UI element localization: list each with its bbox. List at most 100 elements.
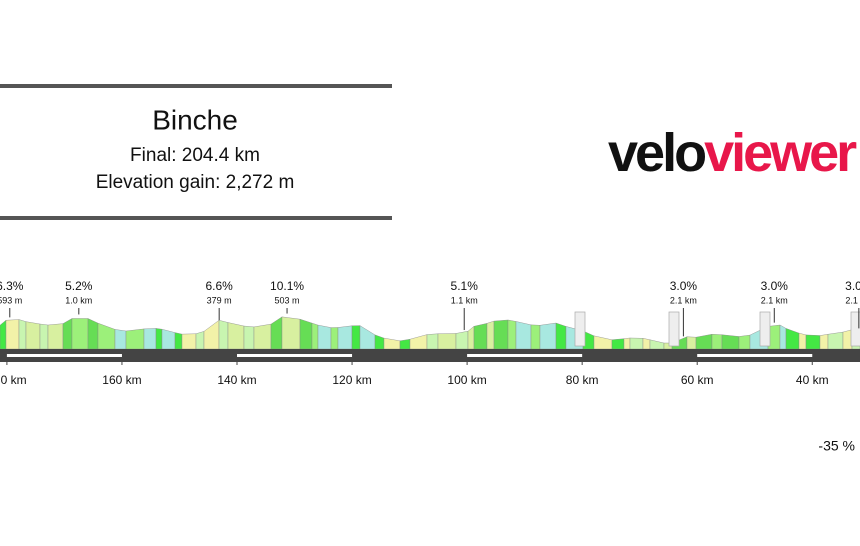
logo-part: velo — [608, 123, 705, 183]
profile-segment — [819, 334, 829, 350]
profile-segment — [227, 322, 245, 350]
profile-segment — [25, 321, 41, 350]
rule — [0, 216, 392, 220]
logo: veloviewer — [608, 123, 857, 183]
profile-segment — [530, 324, 541, 350]
climb-length: 2.1 km — [761, 295, 788, 305]
distance-band — [467, 354, 583, 357]
x-tick-label: 100 km — [447, 373, 486, 387]
x-tick-label: 160 km — [102, 373, 141, 387]
profile-segment — [243, 325, 255, 350]
profile-segment — [195, 331, 205, 350]
profile-segment — [629, 337, 644, 350]
profile-segment — [87, 318, 99, 350]
climb-length: 379 m — [207, 295, 232, 305]
climb-gradient: 3.0% — [845, 279, 860, 293]
profile-segment — [805, 334, 821, 350]
profile-segment — [555, 322, 567, 350]
climb-length: 2.1 km — [845, 295, 860, 305]
profile-segment — [642, 338, 651, 350]
profile — [0, 316, 860, 350]
profile-segment — [299, 318, 313, 350]
profile-segment — [611, 338, 625, 350]
profile-segment — [317, 324, 332, 350]
profile-segment — [383, 337, 401, 350]
x-tick-label: 180 km — [0, 373, 27, 387]
climb-gradient: 5.2% — [65, 279, 93, 293]
profile-segment — [686, 336, 697, 350]
profile-segment — [125, 328, 145, 350]
profile-segment — [779, 324, 787, 350]
climb-gradient: 3.0% — [670, 279, 698, 293]
profile-segment — [0, 319, 7, 350]
profile-segment — [738, 334, 751, 350]
profile-segment — [337, 325, 353, 350]
profile-segment — [593, 335, 613, 350]
profile-segment — [143, 328, 157, 350]
note: -35 % — [818, 438, 855, 454]
profile-segment — [155, 328, 163, 350]
profile-segment — [39, 323, 49, 350]
profile-segment — [798, 332, 807, 350]
climb-length: 1.0 km — [65, 295, 92, 305]
profile-segment — [507, 319, 517, 350]
sprint-marker — [850, 311, 860, 347]
profile-segment — [473, 323, 488, 350]
climb-length: 2.1 km — [670, 295, 697, 305]
profile-segment — [711, 334, 723, 350]
logo-part: viewer — [704, 123, 857, 183]
title: Binche — [152, 104, 238, 135]
sprint-marker — [668, 311, 680, 347]
climb-gradient: 5.1% — [451, 279, 479, 293]
profile-segment — [827, 331, 844, 350]
climb-length: 1.1 km — [451, 295, 478, 305]
profile-segment — [695, 333, 713, 350]
profile-segment — [467, 325, 475, 350]
climb-gradient: 10.1% — [270, 279, 304, 293]
profile-segment — [785, 328, 800, 350]
profile-segment — [515, 321, 532, 350]
profile-segment — [174, 332, 183, 350]
sprint-marker — [574, 311, 586, 347]
profile-segment — [161, 328, 176, 350]
profile-segment — [18, 319, 27, 350]
profile-segment — [62, 318, 73, 350]
profile-segment — [181, 333, 197, 350]
axis: 180 km 160 km 140 km 120 km 100 km 80 km 60 km… — [0, 354, 829, 387]
profile-segment — [253, 323, 272, 350]
final-distance: Final: 204.4 km — [130, 145, 260, 166]
profile-segment — [455, 330, 469, 350]
profile-segment — [203, 319, 220, 350]
profile-segment — [721, 334, 740, 350]
profile-segment — [71, 318, 89, 350]
profile-segment — [218, 319, 229, 350]
profile-segment — [47, 323, 64, 350]
x-tick-label: 40 km — [796, 373, 829, 387]
climb-length: 593 m — [0, 295, 22, 305]
profile-segment — [409, 334, 428, 350]
profile-segment — [114, 329, 127, 350]
climb-gradient: 3.0% — [761, 279, 789, 293]
x-tick-label: 60 km — [681, 373, 714, 387]
profile-segment — [623, 337, 631, 350]
profile-segment — [426, 333, 439, 350]
distance-strip — [0, 349, 860, 362]
profile-segment — [311, 322, 319, 350]
profile-segment — [281, 316, 301, 350]
climb-gradient: 6.6% — [205, 279, 233, 293]
profile-segment — [399, 338, 411, 350]
profile-segment — [351, 325, 361, 350]
profile-segment — [437, 333, 457, 350]
climb-length: 503 m — [275, 295, 300, 305]
profile-segment — [330, 327, 339, 350]
profile-segment — [97, 322, 116, 350]
profile-segment — [270, 316, 283, 350]
x-tick-label: 120 km — [332, 373, 371, 387]
sprint-marker — [759, 311, 771, 347]
profile-segment — [493, 319, 509, 350]
elevation-gain: Elevation gain: 2,272 m — [96, 172, 295, 193]
distance-band — [6, 354, 122, 357]
profile-segment — [486, 320, 495, 350]
climbs: 6.3% 593 m 5.2% 1.0 km 6.6% 379 m 10.1% 503 m 5.… — [0, 279, 860, 337]
